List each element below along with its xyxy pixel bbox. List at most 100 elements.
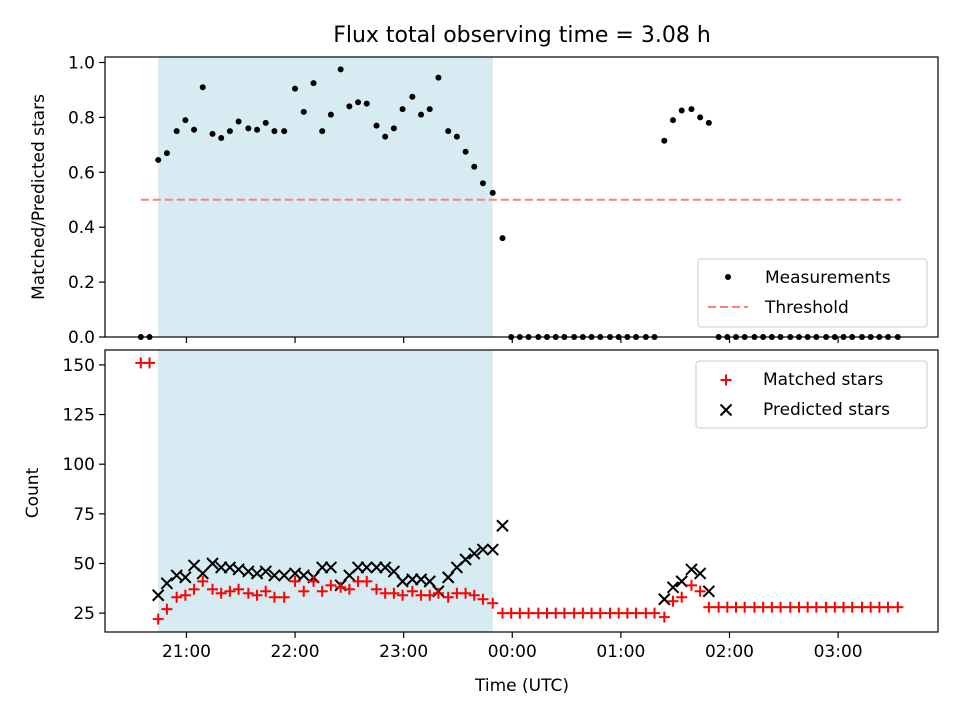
matched-star-point — [703, 601, 715, 613]
measurement-point — [218, 134, 225, 141]
predicted-star-point — [396, 575, 409, 588]
measurement-point — [292, 85, 299, 92]
measurement-point — [163, 150, 170, 157]
y-tick-label: 0.6 — [68, 163, 95, 183]
matched-star-point — [594, 607, 606, 619]
predicted-star-point-b — [268, 569, 281, 582]
matched-star-point — [171, 591, 183, 603]
predicted-star-point — [206, 557, 219, 570]
bottom-legend: Matched stars Predicted stars — [695, 360, 928, 429]
matched-star-point — [442, 591, 454, 603]
matched-star-point — [188, 583, 200, 595]
measurement-point — [337, 66, 344, 73]
predicted-star-point-b — [658, 593, 671, 606]
measurement-point — [453, 133, 460, 140]
matched-star-point — [224, 585, 236, 597]
measurement-point — [705, 119, 712, 126]
predicted-star-point-b — [468, 547, 481, 560]
axes-frame — [104, 56, 939, 338]
y-tick-label: 0.2 — [68, 273, 95, 293]
legend-label-threshold: Threshold — [764, 298, 849, 318]
matched-star-point — [477, 593, 489, 605]
matched-star-point — [667, 595, 679, 607]
predicted-star-point — [496, 519, 509, 532]
matched-star-point — [558, 607, 570, 619]
matched-star-point — [685, 579, 697, 591]
matched-star-point — [268, 591, 280, 603]
measurement-point — [199, 84, 206, 91]
measurement-point — [209, 130, 216, 137]
predicted-star-point — [486, 543, 499, 556]
matched-star-point — [468, 589, 480, 601]
bottom-count-points — [135, 357, 904, 625]
matched-star-point — [432, 587, 444, 599]
y-tick-label: 150 — [63, 356, 95, 376]
measurement-point — [479, 180, 486, 187]
measurement-point — [226, 128, 233, 135]
predicted-star-point — [378, 561, 392, 574]
measurement-point — [426, 106, 433, 113]
predicted-star-point — [232, 563, 245, 576]
bottom-panel: 25 50 75 100 125 150 21:00 22:00 23:00 00:00 01:00… — [23, 349, 939, 696]
measurement-point — [363, 100, 370, 107]
matched-star-point — [260, 585, 272, 597]
y-tick-label: 100 — [63, 455, 95, 475]
legend-box — [695, 360, 928, 429]
matched-star-point — [233, 583, 245, 595]
measurement-point — [409, 93, 416, 100]
legend-label-predicted: Predicted stars — [763, 400, 890, 420]
predicted-star-point — [702, 585, 716, 598]
measurement-point — [489, 189, 496, 196]
predicted-star-point — [277, 569, 291, 582]
matched-star-point — [278, 591, 290, 603]
x-axis-label: Time (UTC) — [474, 676, 569, 696]
legend-marker-matched — [720, 374, 732, 386]
measurement-point — [418, 111, 425, 118]
predicted-star-point-b — [196, 567, 209, 580]
measurement-point — [688, 106, 695, 113]
predicted-star-point-b — [396, 575, 409, 588]
x-tick-label: 02:00 — [705, 642, 754, 662]
predicted-star-point-b — [259, 565, 272, 578]
predicted-star-point-b — [702, 585, 716, 598]
matched-star-point — [343, 583, 355, 595]
observing-window-band — [158, 57, 493, 337]
matched-star-point — [523, 607, 535, 619]
measurement-point — [355, 99, 362, 106]
matched-star-point — [207, 583, 219, 595]
matched-star-point — [460, 587, 472, 599]
matched-star-point — [694, 585, 706, 597]
matched-star-point — [810, 601, 822, 613]
matched-star-point — [676, 591, 688, 603]
predicted-star-point-b — [441, 571, 455, 584]
measurement-point — [281, 128, 288, 135]
measurement-point — [373, 122, 380, 129]
predicted-star-point-b — [387, 565, 401, 578]
measurement-point — [271, 128, 278, 135]
x-tick-label: 03:00 — [814, 642, 863, 662]
x-tick-label: 22:00 — [271, 642, 320, 662]
chart-title: Flux total observing time = 3.08 h — [333, 23, 711, 48]
matched-star-point — [361, 575, 373, 587]
predicted-star-point-b — [297, 569, 310, 582]
matched-star-point — [179, 589, 191, 601]
predicted-star-point — [675, 575, 688, 588]
predicted-star-point-b — [496, 519, 509, 532]
measurement-point — [445, 128, 452, 135]
matched-star-point — [846, 601, 858, 613]
predicted-star-point — [423, 575, 436, 588]
predicted-star-point — [152, 589, 165, 602]
legend-label-matched: Matched stars — [763, 370, 883, 390]
measurement-point — [327, 111, 334, 118]
predicted-star-point — [693, 567, 707, 580]
predicted-star-point-b — [206, 557, 219, 570]
bottom-axes: 25 50 75 100 125 150 21:00 22:00 23:00 00:00 01:00… — [63, 349, 939, 662]
legend-marker-measurements — [725, 274, 731, 280]
predicted-star-point-b — [486, 543, 499, 556]
predicted-star-point — [268, 569, 281, 582]
measurement-point — [319, 128, 326, 135]
x-tick-label: 23:00 — [379, 642, 428, 662]
predicted-star-point — [387, 565, 401, 578]
predicted-star-point-b — [324, 561, 338, 574]
